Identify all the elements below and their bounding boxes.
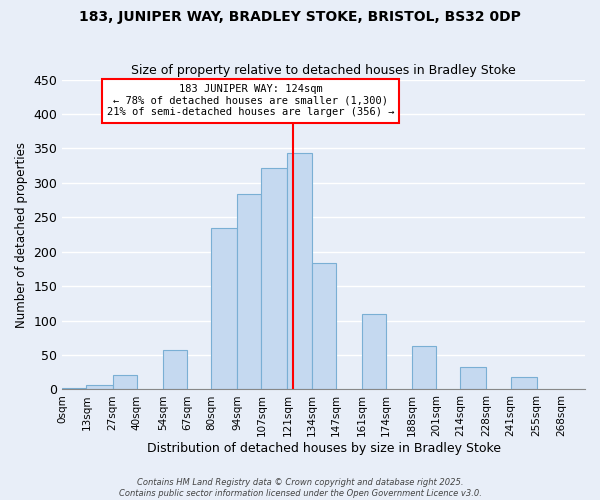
Title: Size of property relative to detached houses in Bradley Stoke: Size of property relative to detached ho… [131,64,516,77]
X-axis label: Distribution of detached houses by size in Bradley Stoke: Distribution of detached houses by size … [146,442,500,455]
Bar [287,152,311,390]
Bar [511,377,536,390]
Text: 183 JUNIPER WAY: 124sqm
← 78% of detached houses are smaller (1,300)
21% of semi: 183 JUNIPER WAY: 124sqm ← 78% of detache… [107,84,394,117]
Bar [113,375,137,390]
Text: Contains HM Land Registry data © Crown copyright and database right 2025.
Contai: Contains HM Land Registry data © Crown c… [119,478,481,498]
Bar [311,262,336,390]
Bar [237,194,262,390]
Bar [412,346,436,390]
Text: 183, JUNIPER WAY, BRADLEY STOKE, BRISTOL, BS32 0DP: 183, JUNIPER WAY, BRADLEY STOKE, BRISTOL… [79,10,521,24]
Bar [86,384,113,390]
Bar [262,168,287,390]
Y-axis label: Number of detached properties: Number of detached properties [15,142,28,328]
Bar [163,350,187,390]
Bar [460,368,487,390]
Bar [62,388,86,390]
Bar [211,228,237,390]
Bar [362,314,386,390]
